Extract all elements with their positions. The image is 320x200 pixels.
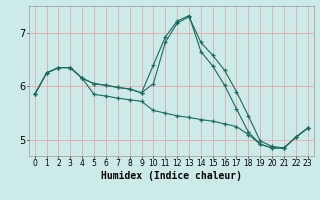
X-axis label: Humidex (Indice chaleur): Humidex (Indice chaleur) bbox=[101, 171, 242, 181]
